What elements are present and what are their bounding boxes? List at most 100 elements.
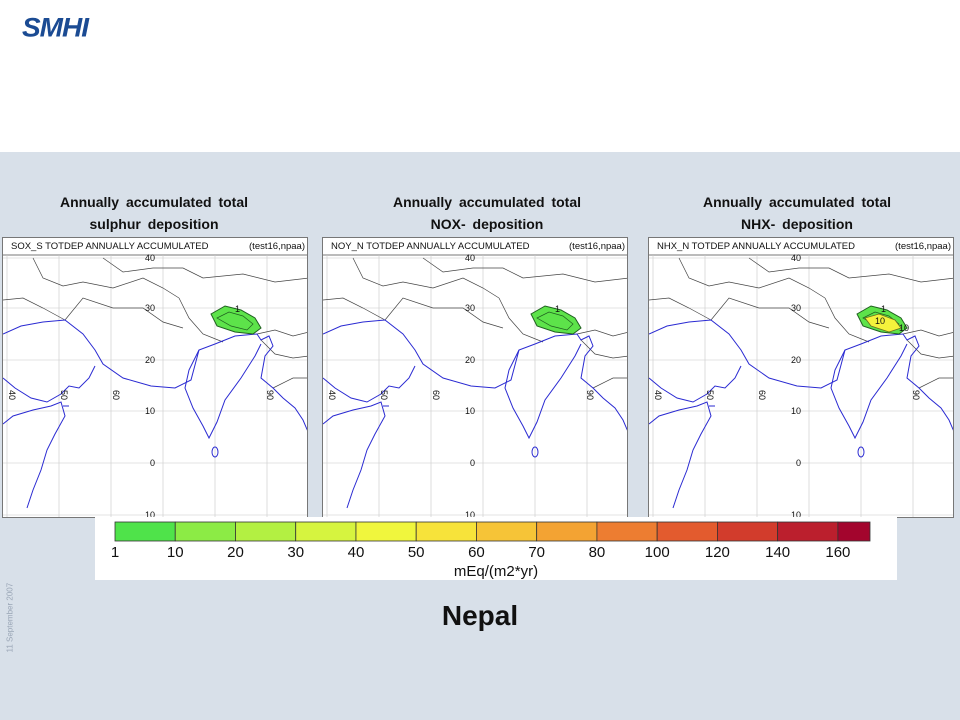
country-border: [592, 377, 627, 389]
coastline: [323, 365, 416, 403]
coastline: [649, 401, 712, 509]
legend-swatch: [476, 521, 538, 542]
deposition-contour-inner: [536, 311, 574, 331]
panel-title-line1: Annually accumulated total: [392, 194, 582, 210]
country-border: [256, 329, 307, 337]
latitude-label: 40: [465, 253, 475, 263]
coastline: [649, 319, 953, 431]
country-border: [422, 257, 627, 283]
country-border: [649, 297, 712, 321]
country-border: [102, 257, 307, 283]
coastline: [3, 365, 96, 403]
latitude-label: 40: [791, 253, 801, 263]
contour-label: 1: [235, 304, 240, 314]
latitude-label: 10: [465, 406, 475, 416]
legend-swatch: [777, 521, 839, 542]
legend-tick-label: 100: [645, 544, 670, 561]
run-label: (test16,npaa): [249, 241, 305, 252]
latitude-label: 10: [465, 510, 475, 518]
latitude-label: 10: [145, 406, 155, 416]
legend-tick-label: 70: [528, 544, 545, 561]
longitude-label: 90: [585, 390, 595, 400]
coastline: [830, 343, 908, 440]
country-border: [323, 297, 386, 321]
contour-label: 1: [881, 304, 886, 314]
latitude-label: 30: [791, 303, 801, 313]
country-border: [64, 297, 184, 329]
country-border: [32, 257, 180, 299]
country-border: [576, 329, 627, 337]
country-border: [178, 297, 224, 343]
panel-title-nox: Annually accumulated total NOX- depositi…: [337, 191, 637, 235]
legend-swatch: [415, 521, 477, 542]
map-label: NOY_N TOTDEP ANNUALLY ACCUMULATED: [331, 241, 530, 252]
legend-tick-label: 10: [167, 544, 184, 561]
map-nhx: 1 10 10 40 30 20 10 0 10 40 50 60 90: [649, 253, 953, 518]
country-border: [902, 329, 953, 337]
deposition-contour-inner: [216, 311, 254, 331]
legend-tick-label: 1: [111, 544, 119, 561]
latitude-label: 10: [791, 406, 801, 416]
legend-swatch: [596, 521, 658, 542]
map-panel-nhx: NHX_N TOTDEP ANNUALLY ACCUMULATED (test1…: [648, 237, 954, 518]
longitude-label: 60: [431, 390, 441, 400]
legend-tick-label: 50: [408, 544, 425, 561]
map-panel-nox: NOY_N TOTDEP ANNUALLY ACCUMULATED (test1…: [322, 237, 628, 518]
country-border: [3, 297, 66, 321]
panel-title-nhx: Annually accumulated total NHX- depositi…: [647, 191, 947, 235]
latitude-label: 20: [465, 355, 475, 365]
legend-swatch: [837, 521, 871, 542]
contour-label: 10: [899, 323, 909, 333]
date-stamp: 11 September 2007: [0, 572, 15, 653]
map-nox: 1 40 30 20 10 0 10 40 50 60 90: [323, 253, 627, 518]
legend-tick-label: 80: [589, 544, 606, 561]
country-border: [580, 339, 627, 359]
legend-swatch: [235, 521, 297, 542]
longitude-label: 90: [265, 390, 275, 400]
country-border: [384, 297, 504, 329]
country-border: [918, 377, 953, 389]
country-border: [272, 377, 307, 389]
legend-swatch: [717, 521, 779, 542]
sri-lanka-coast: [211, 446, 219, 458]
legend-swatch: [295, 521, 357, 542]
legend-unit: mEq/(m2*yr): [454, 563, 538, 580]
coastline: [184, 343, 262, 440]
longitude-label: 50: [379, 390, 389, 400]
country-border: [906, 339, 953, 359]
panel-title-line2: sulphur deposition: [89, 216, 219, 232]
sri-lanka-coast: [531, 446, 539, 458]
deposition-contour-high: [864, 313, 902, 333]
country-border: [824, 297, 870, 343]
latitude-label: 10: [791, 510, 801, 518]
country-border: [260, 339, 307, 359]
contour-label: 1: [555, 304, 560, 314]
run-label: (test16,npaa): [895, 241, 951, 252]
legend-tick-label: 140: [765, 544, 790, 561]
slide-header: SMHI: [0, 0, 960, 152]
latitude-label: 30: [465, 303, 475, 313]
longitude-label: 50: [705, 390, 715, 400]
legend-tick-label: 30: [287, 544, 304, 561]
coastline: [3, 401, 66, 509]
latitude-label: 0: [796, 458, 801, 468]
panel-title-sulphur: Annually accumulated total sulphur depos…: [4, 191, 304, 235]
smhi-logo: SMHI: [22, 12, 89, 43]
map-panel-sulphur: SOX_S TOTDEP ANNUALLY ACCUMULATED (test1…: [2, 237, 308, 518]
date-text: 11 September 2007: [5, 582, 15, 653]
country-border: [710, 297, 830, 329]
map-sulphur: 1 40 30 20 10 0 10 40 50 60 90: [3, 253, 307, 517]
coastline: [504, 343, 582, 440]
longitude-label: 90: [911, 390, 921, 400]
latitude-label: 20: [145, 355, 155, 365]
panel-title-line2: NHX- deposition: [741, 216, 853, 232]
legend-swatch: [536, 521, 598, 542]
deposition-contour: [210, 305, 262, 335]
latitude-label: 20: [791, 355, 801, 365]
country-border: [748, 257, 953, 283]
map-label: SOX_S TOTDEP ANNUALLY ACCUMULATED: [11, 241, 209, 252]
latitude-label: 30: [145, 303, 155, 313]
legend-tick-label: 160: [825, 544, 850, 561]
legend-swatch: [656, 521, 718, 542]
legend-tick-label: 60: [468, 544, 485, 561]
